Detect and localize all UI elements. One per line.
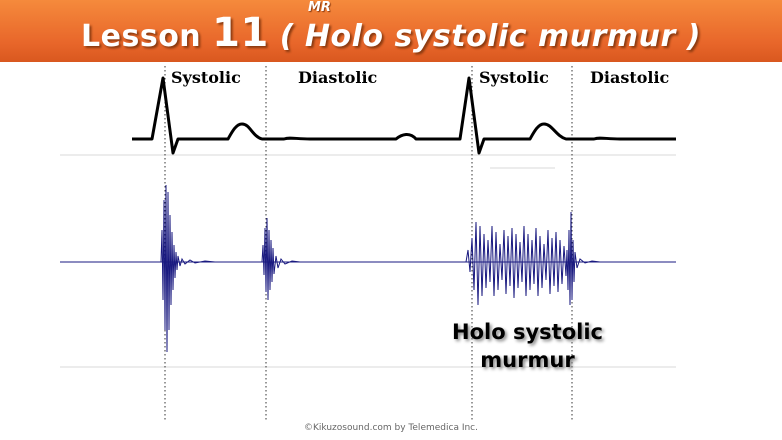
lesson-title: Lesson 11 ( Holo systolic murmur ) [0, 10, 782, 56]
phase-label-diastolic-1: Diastolic [298, 68, 378, 87]
holosystolic-murmur [481, 225, 567, 299]
s2-sound-1 [261, 217, 301, 301]
lesson-topic: ( Holo systolic murmur ) [279, 19, 701, 54]
phase-label-diastolic-2: Diastolic [590, 68, 670, 87]
lesson-word: Lesson [81, 19, 202, 54]
s2-sound-2 [565, 211, 601, 306]
annotation-line-2: murmur [480, 348, 575, 372]
annotation-line-1: Holo systolic [452, 320, 603, 344]
murmur-annotation: Holo systolic murmur [440, 318, 615, 374]
mr-superscript: MR [308, 0, 331, 15]
title-bar [0, 0, 782, 62]
ecg-trace [132, 76, 676, 155]
s1-sound-2 [465, 221, 483, 306]
copyright-notice: ©Kikuzosound.com by Telemedica Inc. [304, 423, 478, 433]
guide-lines [60, 154, 676, 368]
phase-label-systolic-1: Systolic [171, 68, 241, 87]
phase-label-systolic-2: Systolic [479, 68, 549, 87]
lesson-number: 11 [212, 10, 269, 56]
s1-sound-1 [160, 184, 216, 353]
